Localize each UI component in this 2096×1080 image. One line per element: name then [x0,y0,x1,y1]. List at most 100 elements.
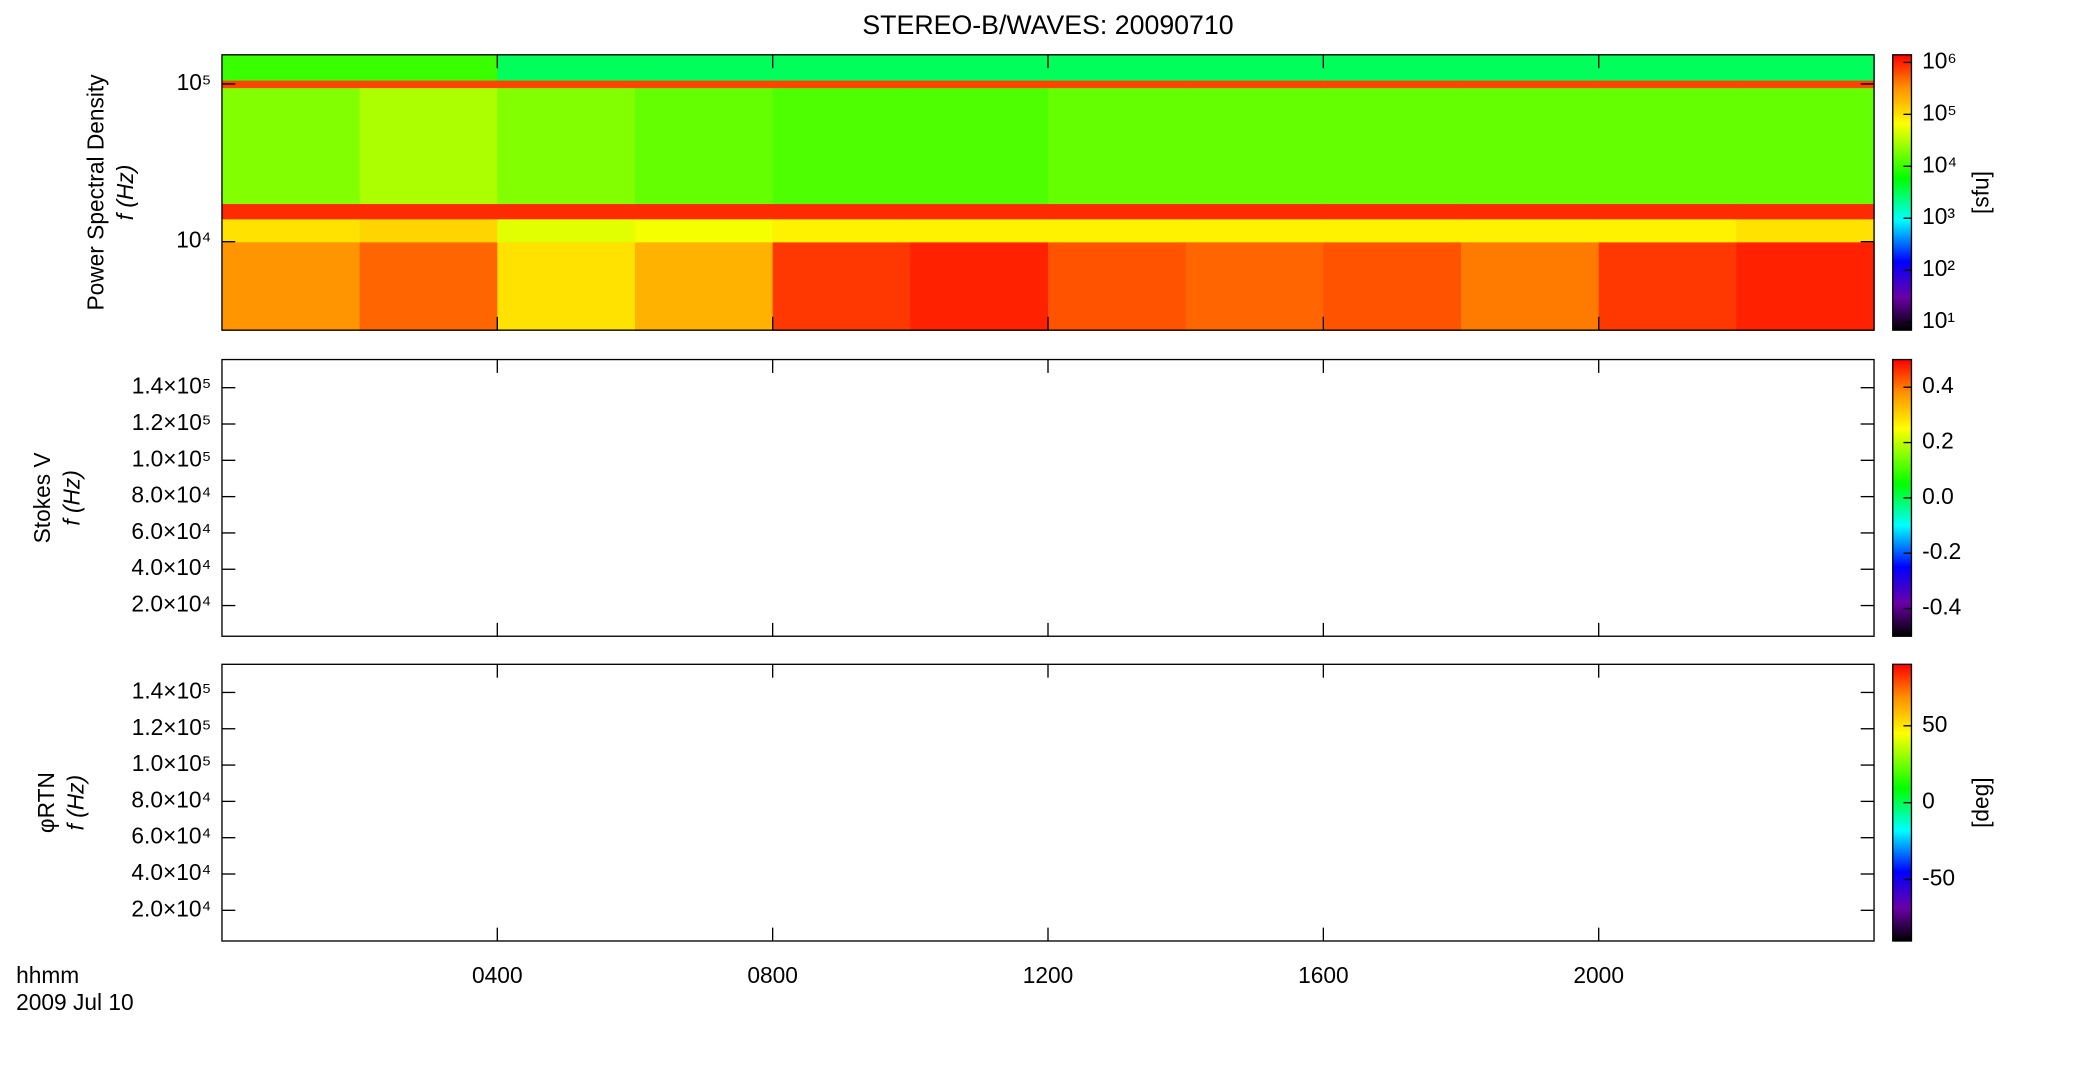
heatmap-cell [221,203,361,220]
heatmap-cell [772,218,911,243]
colorbar-tick-label: 50 [1922,711,1947,737]
heatmap-cell [1185,79,1325,89]
y-tick-label: 1.4×10⁵ [132,677,212,703]
heatmap-cell [221,241,361,331]
heatmap-cell [772,79,911,89]
y-tick-label: 8.0×10⁴ [131,786,211,812]
y-tick-label: 10⁵ [177,69,212,95]
x-axis-label: 2009 Jul 10 [16,989,133,1015]
heatmap-cell [221,218,361,243]
y-axis-label: φRTN [33,772,59,833]
heatmap-cell [1736,87,1875,205]
heatmap-cell [772,87,911,205]
y-tick-label: 10⁴ [176,227,211,253]
y-axis-label: f (Hz) [59,470,85,526]
x-tick-label: 0800 [747,962,798,988]
heatmap-cell [497,203,636,220]
y-tick-label: 2.0×10⁴ [131,591,211,617]
colorbar-tick-label: 10¹ [1922,307,1955,333]
heatmap-cell [497,79,636,89]
heatmap-cell [497,218,636,243]
heatmap-cell [772,203,911,220]
heatmap-cell [1323,218,1462,243]
colorbar-tick-label: 10³ [1922,203,1955,229]
heatmap-cell [910,79,1049,89]
heatmap-cell [359,87,498,205]
heatmap-cell [634,54,774,81]
heatmap-cell [1461,203,1600,220]
heatmap-cell [634,203,774,220]
heatmap-cell [910,203,1049,220]
y-axis-label: f (Hz) [112,165,138,221]
heatmap-cell [1185,218,1325,243]
heatmap-cell [359,79,498,89]
colorbar-tick-label: 10⁴ [1922,151,1957,177]
figure-title: STEREO-B/WAVES: 20090710 [862,10,1233,40]
x-tick-label: 2000 [1573,962,1624,988]
y-tick-label: 4.0×10⁴ [131,554,211,580]
heatmap-cell [1461,79,1600,89]
y-axis-label: f (Hz) [63,775,89,831]
heatmap-cell [1598,87,1738,205]
heatmap-cell [359,203,498,220]
heatmap-cell [1598,218,1738,243]
y-axis-label: Power Spectral Density [83,74,109,311]
x-tick-label: 1200 [1023,962,1074,988]
x-tick-label: 1600 [1298,962,1349,988]
heatmap-cell [1185,241,1325,331]
plot-frame [221,358,1875,637]
heatmap-cell [1736,218,1875,243]
y-tick-label: 1.0×10⁵ [132,445,212,471]
heatmap-cell [497,241,636,331]
heatmap-cell [1598,241,1738,331]
y-tick-label: 1.2×10⁵ [132,714,212,740]
heatmap-cell [1323,54,1462,81]
heatmap-cell [1736,241,1875,331]
heatmap-cell [1736,203,1875,220]
plot-frame [221,663,1875,942]
heatmap-cell [497,54,636,81]
heatmap-cell [359,54,498,81]
heatmap-cell [359,241,498,331]
y-tick-label: 8.0×10⁴ [131,482,211,508]
heatmap-cell [772,54,911,81]
colorbar-tick-label: 0.0 [1922,483,1954,509]
heatmap-cell [221,79,361,89]
heatmap-cell [1185,203,1325,220]
y-tick-label: 2.0×10⁴ [131,895,211,921]
y-tick-label: 4.0×10⁴ [131,859,211,885]
heatmap-cell [1461,218,1600,243]
y-tick-label: 1.0×10⁵ [132,750,212,776]
heatmap-cell [1598,203,1738,220]
heatmap-cell [1185,87,1325,205]
colorbar-tick-label: -50 [1922,865,1955,891]
heatmap-cell [1598,79,1738,89]
colorbar-tick-label: -0.4 [1922,594,1961,620]
heatmap-cell [1736,79,1875,89]
heatmap-cell [772,241,911,331]
heatmap-cell [1598,54,1738,81]
heatmap-cell [1185,54,1325,81]
heatmap-cell [910,218,1049,243]
heatmap-cell [1048,241,1187,331]
heatmap-cell [634,241,774,331]
colorbar-tick-label: 0.2 [1922,428,1954,454]
heatmap-cell [910,241,1049,331]
heatmap-cell [221,87,361,205]
heatmap-cell [1461,241,1600,331]
heatmap-cell [634,79,774,89]
y-axis-label: Stokes V [29,452,55,544]
y-tick-label: 6.0×10⁴ [131,518,211,544]
colorbar [1892,54,1913,331]
heatmap-cell [1048,54,1187,81]
heatmap-cell [1461,54,1600,81]
heatmap-cell [1323,203,1462,220]
heatmap-cell [1461,87,1600,205]
colorbar-label: [deg] [1967,777,1993,828]
heatmap-cell [1048,203,1187,220]
heatmap-cell [910,54,1049,81]
y-tick-label: 6.0×10⁴ [131,823,211,849]
heatmap-cell [1048,87,1187,205]
